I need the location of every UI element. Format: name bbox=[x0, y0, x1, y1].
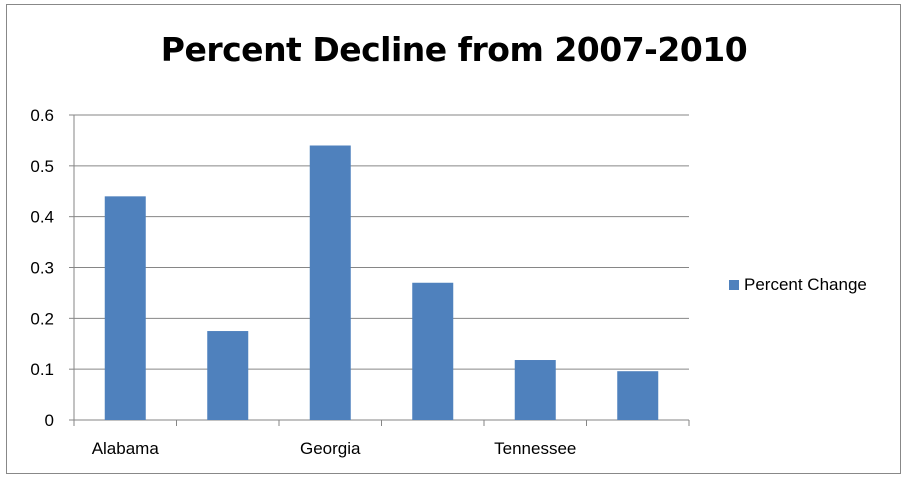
bar bbox=[309, 145, 351, 420]
x-tick-label: Georgia bbox=[300, 439, 361, 458]
legend-label: Percent Change bbox=[744, 275, 867, 294]
y-tick-label: 0.4 bbox=[30, 208, 54, 227]
legend-swatch bbox=[729, 280, 739, 290]
x-tick-label: Alabama bbox=[92, 439, 160, 458]
y-tick-label: 0.2 bbox=[30, 309, 54, 328]
y-tick-label: 0.5 bbox=[30, 157, 54, 176]
chart-frame bbox=[6, 4, 901, 474]
bar bbox=[514, 360, 556, 420]
x-tick-label: Tennessee bbox=[494, 439, 576, 458]
bar bbox=[104, 196, 146, 420]
legend: Percent Change bbox=[729, 275, 867, 295]
y-tick-label: 0.1 bbox=[30, 360, 54, 379]
y-tick-label: 0 bbox=[45, 411, 54, 430]
y-tick-label: 0.6 bbox=[30, 106, 54, 125]
bar bbox=[412, 282, 454, 420]
bar bbox=[617, 371, 659, 420]
bar bbox=[207, 331, 249, 420]
y-tick-label: 0.3 bbox=[30, 259, 54, 278]
chart-title: Percent Decline from 2007-2010 bbox=[160, 30, 748, 69]
